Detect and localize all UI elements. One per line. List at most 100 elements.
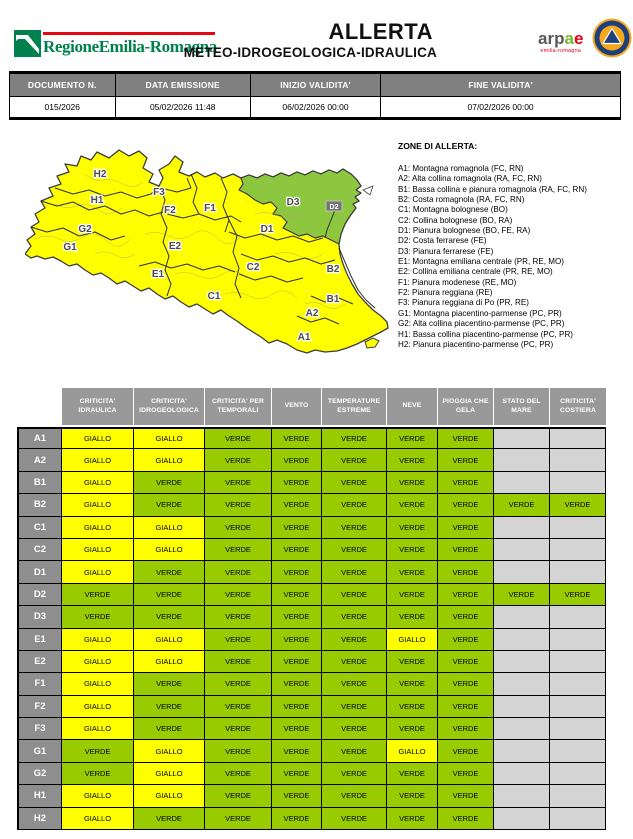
alert-cell-F2-5: VERDE	[322, 695, 387, 719]
zone-legend-item-10: E1: Montagna emiliana centrale (PR, RE, …	[398, 257, 564, 267]
alert-cell-B1-2: VERDE	[134, 471, 205, 495]
zone-legend-item-11: E2: Collina emiliana centrale (PR, RE, M…	[398, 267, 553, 277]
alert-cell-F1-2: VERDE	[134, 673, 205, 696]
zone-legend-item-3: B1: Bassa collina e pianura romagnola (R…	[398, 184, 587, 194]
alert-cell-A2-7: VERDE	[438, 449, 494, 472]
alert-cell-D2-2: VERDE	[134, 583, 205, 607]
alert-cell-G2-1: VERDE	[62, 762, 134, 786]
doc-header-inizio: INIZIO VALIDITA'	[249, 72, 382, 97]
alert-cell-H2-8	[494, 807, 550, 831]
alert-cell-H1-4: VERDE	[272, 785, 322, 808]
map-zone-label-B2: B2	[327, 264, 340, 275]
map-zone-label-H1: H1	[91, 195, 104, 206]
alert-cell-F2-9	[550, 695, 606, 719]
alert-cell-G1-8	[494, 740, 550, 763]
zone-label-cell-D3: D3	[17, 606, 62, 629]
zone-label-cell-D1: D1	[17, 561, 62, 584]
alert-cell-H1-1: GIALLO	[62, 785, 134, 808]
alert-cell-C1-6: VERDE	[387, 516, 438, 539]
region-logo-icon	[14, 30, 41, 57]
alert-cell-F2-6: VERDE	[387, 695, 438, 719]
alert-cell-F3-3: VERDE	[205, 718, 272, 741]
arpae-text-dark: arp	[538, 29, 565, 48]
map-municipal-borders	[34, 173, 346, 309]
alert-cell-F1-3: VERDE	[205, 673, 272, 696]
alert-cell-C1-9	[550, 516, 606, 539]
alert-cell-F1-7: VERDE	[438, 673, 494, 696]
alert-table-corner	[17, 388, 62, 425]
alert-cell-H1-2: GIALLO	[134, 785, 205, 808]
zone-label-cell-A2: A2	[17, 449, 62, 472]
map-zone-label-F2: F2	[164, 205, 176, 216]
alert-cell-A2-9	[550, 449, 606, 472]
alert-cell-A2-6: VERDE	[387, 449, 438, 472]
map-zone-label-A2: A2	[306, 308, 319, 319]
arpae-text-green: a	[564, 29, 574, 48]
alert-cell-E1-4: VERDE	[272, 628, 322, 651]
alert-cell-D2-6: VERDE	[387, 583, 438, 607]
region-logo-red-bar	[43, 31, 215, 35]
zone-legend-item-6: C2: Collina bolognese (BO, RA)	[398, 215, 513, 225]
alert-cell-C1-1: GIALLO	[62, 516, 134, 539]
alert-cell-E2-9	[550, 650, 606, 674]
alert-cell-G2-2: GIALLO	[134, 762, 205, 786]
column-header-8: STATO DEL MARE	[494, 388, 550, 425]
zone-label-cell-E1: E1	[17, 628, 62, 651]
alert-cell-B2-4: VERDE	[272, 494, 322, 517]
title-subtitle: METEO-IDROGEOLOGICA-IDRAULICA	[183, 45, 437, 60]
alert-cell-F2-4: VERDE	[272, 695, 322, 719]
zone-label-cell-A1: A1	[17, 427, 62, 450]
alert-cell-B2-7: VERDE	[438, 494, 494, 517]
alert-cell-A1-1: GIALLO	[62, 427, 134, 450]
alert-cell-G2-7: VERDE	[438, 762, 494, 786]
column-header-1: CRITICITA' IDRAULICA	[62, 388, 134, 425]
zone-label-cell-C2: C2	[17, 538, 62, 562]
zone-label-cell-F3: F3	[17, 718, 62, 741]
doc-header-numero: DOCUMENTO N.	[9, 72, 116, 97]
alert-cell-H2-6: VERDE	[387, 807, 438, 831]
region-emilia-romagna-logo: RegioneEmilia-Romagna	[14, 27, 217, 57]
map-zone-label-C1: C1	[208, 291, 221, 302]
alert-cell-F1-5: VERDE	[322, 673, 387, 696]
alert-cell-H2-9	[550, 807, 606, 831]
alert-cell-F3-6: VERDE	[387, 718, 438, 741]
map-zone-label-D1: D1	[261, 224, 274, 235]
arpae-subtitle: emilia-romagna	[540, 48, 582, 54]
zone-label-cell-F2: F2	[17, 695, 62, 719]
alert-cell-H2-4: VERDE	[272, 807, 322, 831]
alert-cell-A2-4: VERDE	[272, 449, 322, 472]
column-header-4: VENTO	[272, 388, 322, 425]
alert-cell-G2-5: VERDE	[322, 762, 387, 786]
alert-cell-D3-5: VERDE	[322, 606, 387, 629]
zone-label-cell-G1: G1	[17, 740, 62, 763]
map-islet	[364, 337, 380, 349]
alert-cell-F2-2: VERDE	[134, 695, 205, 719]
alert-cell-B1-4: VERDE	[272, 471, 322, 495]
alert-cell-B1-3: VERDE	[205, 471, 272, 495]
alert-cell-F3-1: GIALLO	[62, 718, 134, 741]
alert-cell-A1-4: VERDE	[272, 427, 322, 450]
map-zone-label-E2: E2	[169, 241, 182, 252]
alert-cell-B2-3: VERDE	[205, 494, 272, 517]
alert-cell-G1-5: VERDE	[322, 740, 387, 763]
zone-label-cell-D2: D2	[17, 583, 62, 607]
column-header-6: NEVE	[387, 388, 438, 425]
alert-cell-E1-2: GIALLO	[134, 628, 205, 651]
zone-legend-item-14: F3: Pianura reggiana di Po (PR, RE)	[398, 298, 529, 308]
alert-cell-A2-3: VERDE	[205, 449, 272, 472]
zone-legend-item-5: C1: Montagna bolognese (BO)	[398, 205, 508, 215]
alert-cell-D3-2: VERDE	[134, 606, 205, 629]
zone-label-cell-G2: G2	[17, 762, 62, 786]
map-zone-label-G1: G1	[63, 242, 77, 253]
alert-cell-G1-7: VERDE	[438, 740, 494, 763]
alert-cell-H2-5: VERDE	[322, 807, 387, 831]
alert-cell-D1-5: VERDE	[322, 561, 387, 584]
alert-cell-B2-1: GIALLO	[62, 494, 134, 517]
alert-cell-G2-8	[494, 762, 550, 786]
map-zone-label-B1: B1	[327, 294, 340, 305]
doc-value-fine: 07/02/2026 00:00	[380, 96, 621, 119]
alert-cell-D2-4: VERDE	[272, 583, 322, 607]
zone-legend-item-9: D3: Pianura ferrarese (FE)	[398, 246, 494, 256]
protezione-civile-emblem-icon	[592, 18, 632, 58]
alert-cell-D1-8	[494, 561, 550, 584]
